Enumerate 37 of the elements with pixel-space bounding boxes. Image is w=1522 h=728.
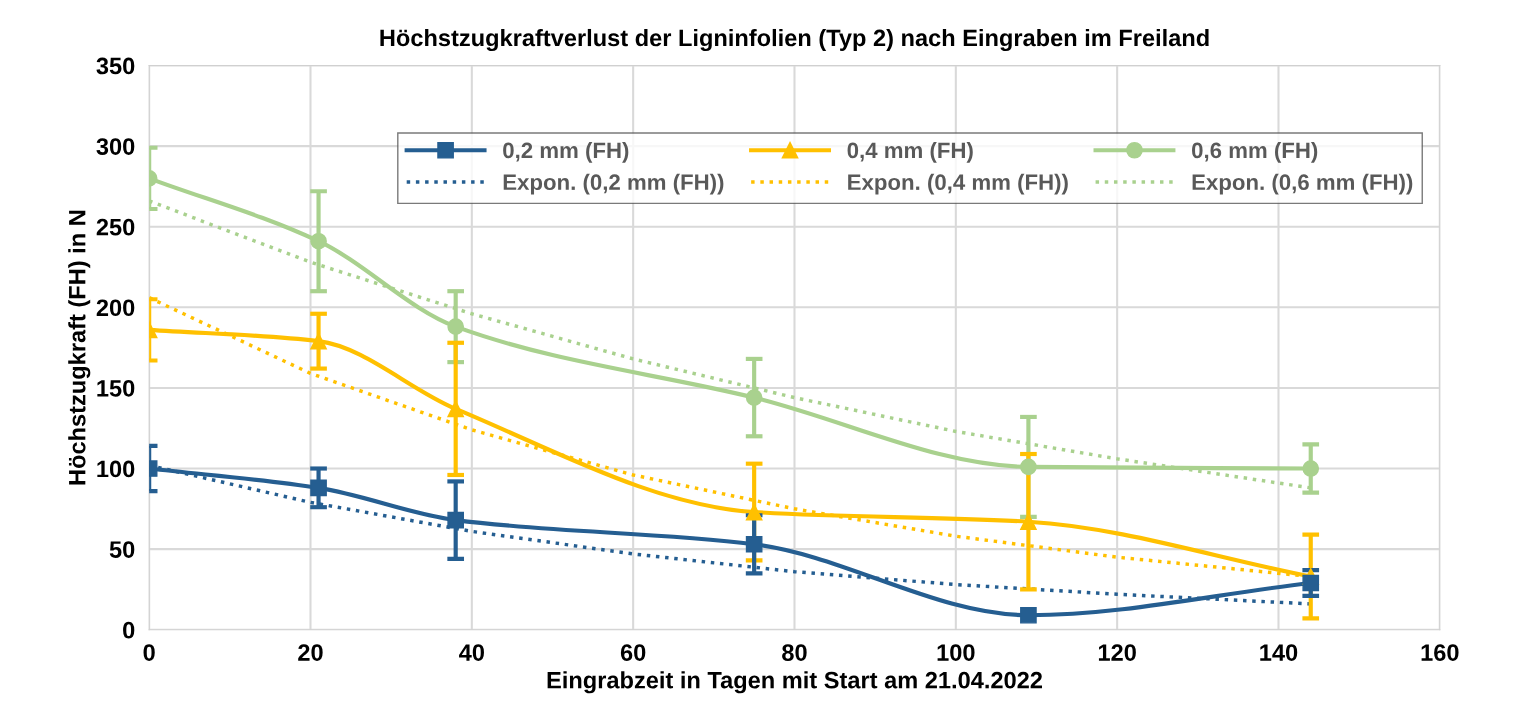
- point: [745, 535, 763, 553]
- point: [447, 318, 465, 335]
- point: [1020, 458, 1037, 476]
- x-tick-label: 0: [143, 644, 155, 661]
- x-tick-label: 80: [782, 644, 807, 661]
- x-tick-label: 40: [459, 644, 484, 661]
- legend-label: Expon. (0,2 mm (FH)): [503, 173, 724, 195]
- point: [1302, 574, 1320, 592]
- x-tick-label: 100: [937, 644, 975, 661]
- x-tick-label: 20: [298, 644, 323, 661]
- y-tick-label: 200: [96, 299, 135, 317]
- y-tick-label: 250: [96, 218, 135, 236]
- x-tick-label: 120: [1098, 644, 1136, 661]
- point: [447, 400, 465, 418]
- x-tick-label: 160: [1421, 644, 1459, 661]
- y-tick-label: 300: [96, 138, 135, 155]
- point: [447, 511, 465, 529]
- x-axis-title: Eingrabzeit in Tagen mit Start am 21.04.2022: [547, 671, 1042, 694]
- chart-title: Höchstzugkraftverlust der Ligninfolien (Typ 2) nach Eingraben im Freiland: [380, 28, 1209, 52]
- x-tick-label: 60: [620, 644, 646, 661]
- legend-label: Expon. (0,4 mm (FH)): [848, 173, 1068, 195]
- legend-label: 0,2 mm (FH): [503, 141, 629, 163]
- y-tick-label: 350: [96, 57, 135, 75]
- y-axis-title: Höchstzugkraft (FH) in N: [68, 210, 91, 485]
- y-tick-label: 100: [97, 460, 135, 478]
- point: [745, 389, 763, 406]
- legend-label: 0,4 mm (FH): [847, 141, 973, 163]
- legend-label: Expon. (0,6 mm (FH)): [1192, 173, 1413, 195]
- legend-label: 0,6 mm (FH): [1192, 141, 1318, 163]
- point: [310, 479, 327, 497]
- y-tick-label: 0: [123, 621, 135, 639]
- y-tick-label: 150: [97, 379, 135, 397]
- y-tick-label: 50: [109, 541, 135, 558]
- point: [1020, 606, 1037, 624]
- point: [310, 232, 327, 250]
- point: [1302, 460, 1320, 477]
- x-tick-label: 140: [1260, 644, 1298, 661]
